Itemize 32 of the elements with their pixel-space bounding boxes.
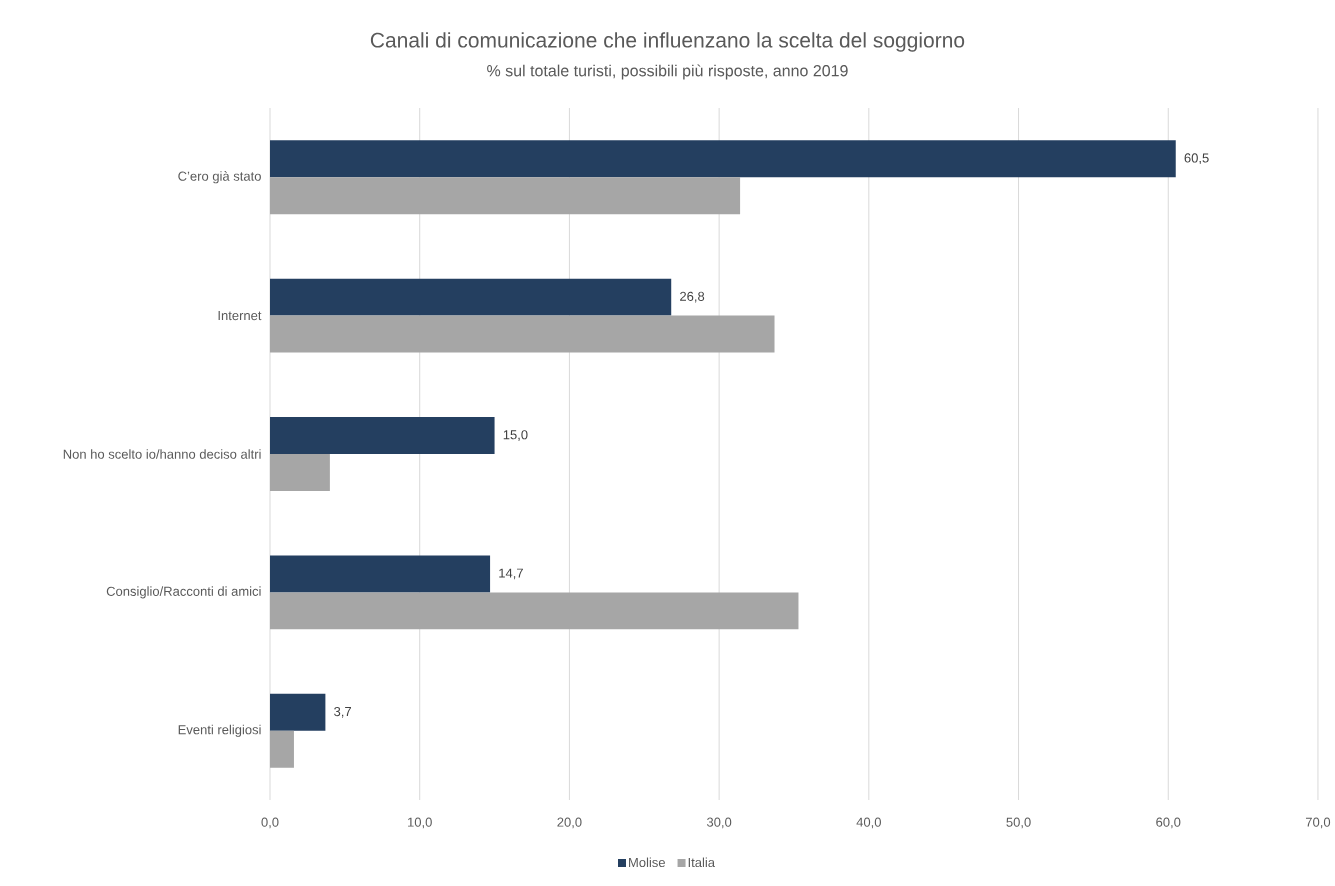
x-tick-label: 70,0 <box>1305 817 1331 829</box>
data-label: 60,5 <box>1184 153 1209 165</box>
x-tick-label: 10,0 <box>408 817 432 829</box>
x-tick-label: 60,0 <box>1156 817 1181 829</box>
x-tick-label: 0,0 <box>261 817 279 829</box>
bar <box>270 730 294 768</box>
y-tick-label: Consiglio/Racconti di amici <box>106 586 261 599</box>
bar <box>270 278 672 316</box>
y-tick-label: C’ero già stato <box>178 171 261 184</box>
x-tick-label: 40,0 <box>856 817 881 829</box>
bar <box>270 555 491 593</box>
data-label: 15,0 <box>503 430 528 441</box>
bar <box>270 693 326 731</box>
data-label: 14,7 <box>499 568 523 580</box>
data-label: 26,8 <box>680 291 705 303</box>
bar <box>270 315 775 353</box>
legend-label: Italia <box>688 857 715 868</box>
data-label: 3,7 <box>334 706 352 718</box>
bar <box>270 454 330 491</box>
x-tick-label: 30,0 <box>706 817 732 829</box>
y-tick-label: Eventi religiosi <box>178 724 261 737</box>
y-tick-label: Non ho scelto io/hanno deciso altri <box>63 449 261 459</box>
bar <box>270 140 1176 178</box>
x-tick-label: 50,0 <box>1006 817 1031 829</box>
chart-subtitle: % sul totale turisti, possibili più risposte, anno 2019 <box>487 64 848 80</box>
chart-title: Canali di comunicazione che influenzano la scelta del soggiorno <box>370 32 965 52</box>
bar <box>270 177 741 215</box>
bar <box>270 417 495 455</box>
x-tick-label: 20,0 <box>557 817 582 829</box>
bar <box>270 592 799 630</box>
y-tick-label: Internet <box>218 311 262 321</box>
legend-label: Molise <box>629 857 665 868</box>
